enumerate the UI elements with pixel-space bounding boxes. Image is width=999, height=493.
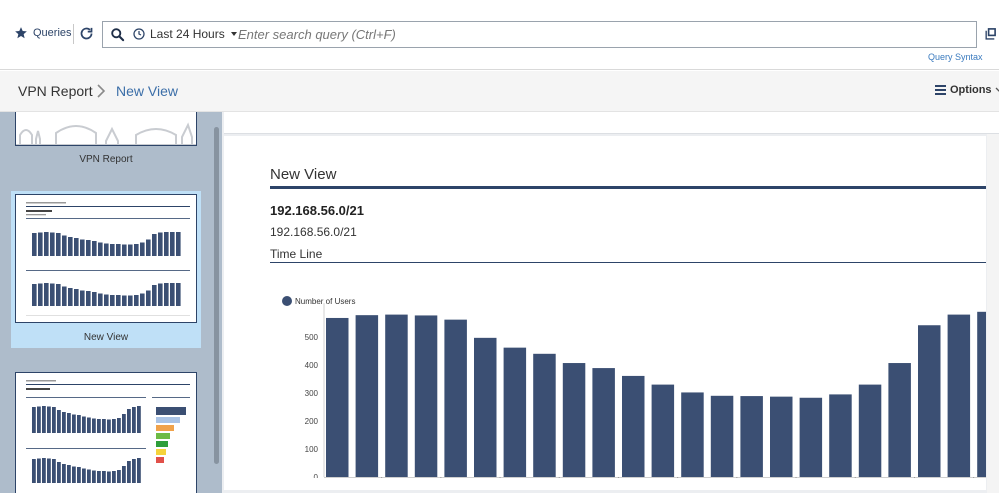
breadcrumb-current: New View (116, 83, 178, 99)
options-label: Options (950, 84, 992, 96)
bar (829, 394, 852, 477)
copy-icon[interactable] (984, 27, 997, 40)
bar (474, 337, 497, 477)
caret-down-icon (230, 32, 237, 36)
view-sidebar: VPN Report New View (0, 112, 222, 493)
refresh-button[interactable] (79, 26, 94, 46)
widget-heading: 192.168.56.0/21 (270, 203, 364, 218)
y-tick-label: 500 (305, 333, 319, 342)
y-tick-label: 0 (314, 473, 319, 478)
bar (740, 396, 763, 477)
y-tick-label: 300 (305, 389, 319, 398)
timeline-section-label: Time Line (270, 247, 323, 261)
y-tick-label: 200 (305, 417, 319, 426)
options-menu[interactable]: Options (935, 84, 999, 96)
bar (622, 375, 645, 477)
bar (414, 315, 438, 477)
thumbnail-chart-preview (16, 122, 196, 145)
bar (444, 319, 467, 477)
y-tick-label: 400 (305, 361, 319, 370)
bar (503, 347, 527, 477)
main-scrollbar[interactable] (987, 134, 999, 493)
menu-icon (935, 85, 946, 95)
thumbnail-chart-preview (26, 202, 190, 316)
bar (533, 353, 556, 477)
y-tick-label: 100 (305, 445, 319, 454)
bar (326, 317, 349, 477)
queries-label: Queries (33, 27, 72, 39)
sidebar-item-label: New View (83, 332, 129, 343)
clock-icon (133, 28, 145, 40)
bar (799, 397, 823, 477)
sidebar-item-label: VPN Report (79, 154, 133, 165)
thumbnail-view-3 (15, 372, 197, 493)
search-toolbar: Queries Last 24 Hours Query Syntax (0, 0, 999, 70)
sidebar-item-view-3[interactable] (11, 370, 201, 493)
chevron-right-icon (97, 84, 106, 98)
bar (385, 314, 408, 477)
bar (977, 311, 986, 477)
bar (355, 315, 379, 477)
legend-label: Number of Users (295, 297, 355, 306)
main-content: New View 192.168.56.0/21 192.168.56.0/21… (222, 112, 999, 493)
bar (918, 325, 941, 477)
title-divider (270, 186, 986, 189)
time-range-label: Last 24 Hours (150, 27, 225, 41)
bar (562, 363, 586, 477)
thumbnail-chart-preview (26, 380, 190, 483)
search-box: Last 24 Hours (102, 21, 977, 48)
bar (947, 314, 971, 477)
star-icon (15, 27, 27, 39)
query-syntax-link[interactable]: Query Syntax (928, 52, 983, 62)
thumbnail-new-view (15, 194, 197, 323)
toolbar-divider (73, 24, 74, 44)
sidebar-item-new-view[interactable]: New View (11, 191, 201, 348)
refresh-icon (80, 27, 93, 40)
bar (770, 396, 793, 477)
timeline-chart: Number of Users01002003004005002:00 PM4:… (282, 296, 986, 478)
bar (888, 363, 911, 477)
time-range-dropdown[interactable]: Last 24 Hours (133, 27, 237, 41)
thumbnail-vpn-report (15, 112, 197, 146)
search-input[interactable] (238, 25, 958, 44)
chevron-down-icon (995, 87, 999, 92)
widget-subheading: 192.168.56.0/21 (270, 225, 357, 239)
bar (858, 384, 882, 477)
legend-marker (282, 296, 292, 306)
timeline-divider (270, 262, 986, 263)
bar (651, 384, 675, 477)
view-card: New View 192.168.56.0/21 192.168.56.0/21… (224, 136, 986, 490)
bar (681, 392, 704, 477)
previous-card-edge (224, 112, 999, 134)
bar (710, 395, 734, 477)
bar (592, 368, 615, 477)
search-icon[interactable] (110, 27, 125, 42)
queries-button[interactable]: Queries (14, 26, 72, 40)
sidebar-item-vpn-report[interactable]: VPN Report (11, 112, 201, 176)
breadcrumb: VPN Report New View Options (0, 71, 999, 112)
breadcrumb-root[interactable]: VPN Report (18, 83, 93, 99)
sidebar-scrollbar[interactable] (214, 127, 219, 464)
view-title: New View (270, 166, 337, 183)
